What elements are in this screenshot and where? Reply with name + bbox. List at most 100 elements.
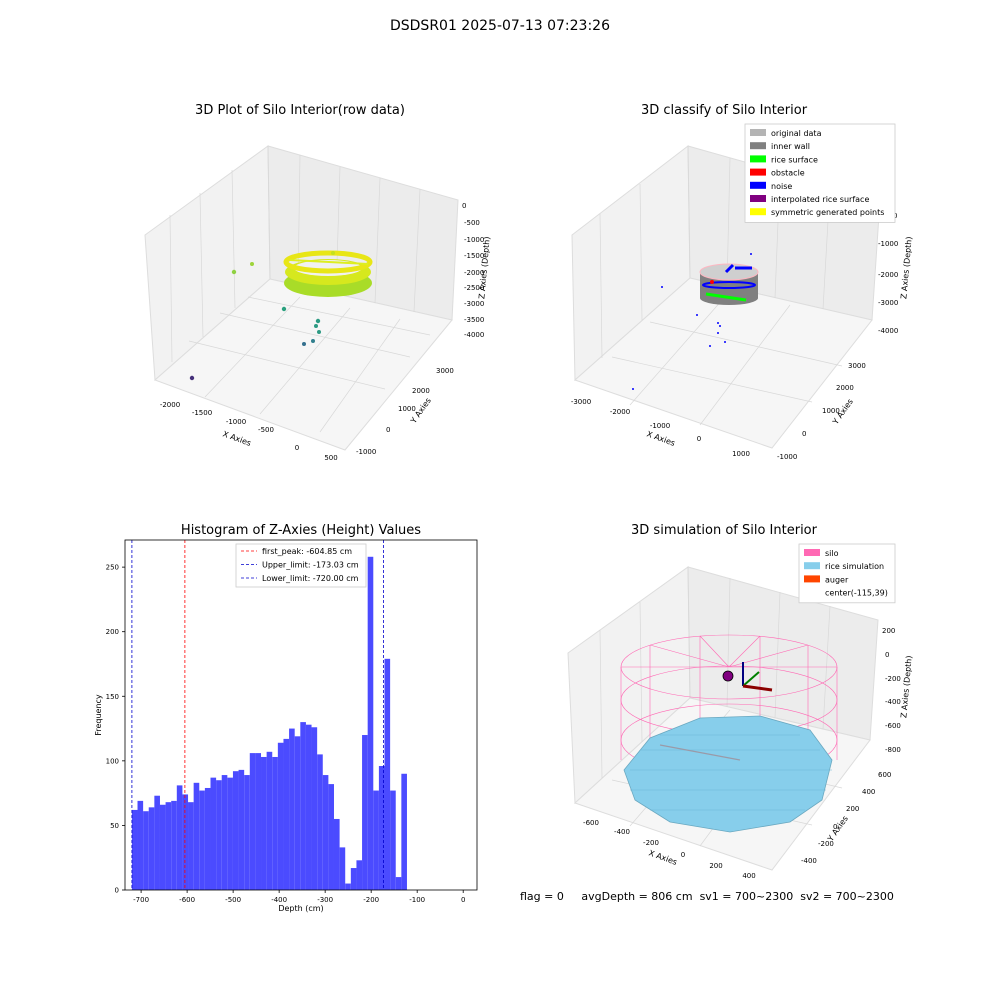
y-tick-label: 1000 (398, 405, 416, 413)
y-tick-label: 3000 (436, 367, 454, 375)
hist-bar (390, 790, 396, 890)
p1-ring (283, 250, 373, 297)
x-axis-label: X Axies (647, 848, 678, 867)
hist-bar (221, 775, 228, 890)
x-tick-label: 200 (709, 862, 722, 870)
z-axis-label: Z Axies (Depth) (899, 655, 913, 718)
x-tick-label: -500 (258, 426, 274, 434)
y-tick-label: 0 (802, 430, 806, 438)
hist-bar (266, 751, 273, 890)
y-tick-label: -200 (818, 840, 834, 848)
panel3-title: Histogram of Z-Axies (Height) Values (180, 523, 422, 538)
hist-bar (339, 847, 346, 890)
x-tick-label: 0 (295, 444, 299, 452)
x-tick-label: -600 (583, 819, 599, 827)
legend-label: symmetric generated points (771, 208, 884, 217)
hist-xtick-label: 0 (461, 896, 465, 904)
z-axis-label: Z Axies (Depth) (477, 236, 491, 299)
hist-bar (261, 756, 267, 890)
x-tick-label: -2000 (610, 408, 630, 416)
legend-label: rice simulation (825, 562, 884, 571)
hist-xtick-label: -500 (225, 896, 241, 904)
hist-bar (188, 802, 194, 890)
p4-legend: silo rice simulation auger center(-115,39) (798, 543, 896, 604)
hist-bar (182, 794, 189, 890)
flag-text: flag = 0 (520, 890, 564, 903)
hist-bar (204, 787, 211, 890)
x-tick-label: -1500 (192, 409, 212, 417)
footer-status: flag = 0 avgDepth = 806 cm sv1 = 700~230… (520, 890, 894, 903)
hist-bar (272, 756, 278, 890)
y-tick-label: -1000 (777, 453, 797, 461)
hist-bar (378, 766, 385, 890)
legend-swatch (750, 168, 766, 176)
z-tick-label: -200 (885, 675, 901, 683)
p2-noise (632, 253, 752, 390)
p4-silo-wireframe (620, 634, 838, 777)
z-tick-label: -1000 (464, 236, 484, 244)
x-tick-label: -1000 (650, 422, 670, 430)
y-axis-label: Y Axies (830, 397, 855, 427)
z-tick-label: -3000 (464, 300, 484, 308)
hist-bar (143, 811, 149, 890)
hist-ytick-label: 50 (110, 822, 119, 830)
legend-swatch (750, 142, 766, 150)
y-tick-label: -400 (801, 857, 817, 865)
hist-bar (373, 790, 379, 890)
z-tick-label: -2500 (464, 284, 484, 292)
legend-label: noise (771, 182, 792, 191)
hist-xtick-label: -100 (409, 896, 425, 904)
hist-bar (333, 818, 340, 890)
hist-bar (328, 784, 334, 890)
hist-bar (356, 860, 363, 890)
figure-title: DSDSR01 2025-07-13 07:23:26 (389, 18, 610, 34)
hist-ytick-label: 0 (115, 887, 119, 895)
hist-bar (367, 556, 374, 890)
hist-bar (159, 804, 166, 890)
y-tick-label: 2000 (836, 384, 854, 392)
hist-frame (124, 539, 478, 891)
hist-bar (277, 742, 284, 890)
z-tick-label: 0 (885, 651, 889, 659)
hist-ytick-label: 150 (106, 693, 119, 701)
z-tick-label: -2000 (878, 271, 898, 279)
hist-bar (311, 727, 318, 890)
hist-bar (300, 722, 306, 890)
x-tick-label: 500 (324, 454, 337, 462)
z-tick-label: -4000 (464, 331, 484, 339)
z-tick-label: -3500 (464, 316, 484, 324)
legend-label: interpolated rice surface (771, 195, 869, 204)
y-tick-label: 0 (833, 823, 837, 831)
hist-bar (289, 728, 295, 890)
x-tick-label: -1000 (226, 418, 246, 426)
hist-xtick-label: -300 (317, 896, 333, 904)
hist-xtick-label: -200 (363, 896, 379, 904)
hist-bar (131, 809, 138, 890)
hist-bar (249, 753, 256, 890)
z-tick-label: 0 (893, 212, 897, 220)
hist-bar (322, 775, 329, 890)
p4-gridlines (599, 566, 843, 847)
hist-bar (294, 736, 301, 890)
hist-legend-label: Lower_limit: -720.00 cm (262, 574, 359, 583)
z-tick-label: -1500 (464, 252, 484, 260)
hist-bar (176, 785, 183, 890)
legend-swatch (750, 181, 766, 189)
hist-bar (384, 658, 391, 890)
legend-swatch (804, 575, 820, 583)
x-tick-label: -200 (643, 839, 659, 847)
legend-label: inner wall (771, 142, 810, 151)
hist-bar (345, 883, 351, 890)
hist-bar (193, 782, 200, 890)
hist-bar (401, 773, 407, 890)
p1-panes (144, 145, 459, 451)
y-axis-label: Y Axies (825, 814, 850, 844)
p1-gridlines (169, 145, 431, 433)
z-tick-label: -800 (885, 746, 901, 754)
hist-bar (305, 724, 312, 890)
hist-ylabel: Frequency (94, 694, 103, 736)
hist-legend: first_peak: -604.85 cm Upper_limit: -173.… (235, 543, 367, 588)
p4-auger-and-center (722, 662, 773, 692)
